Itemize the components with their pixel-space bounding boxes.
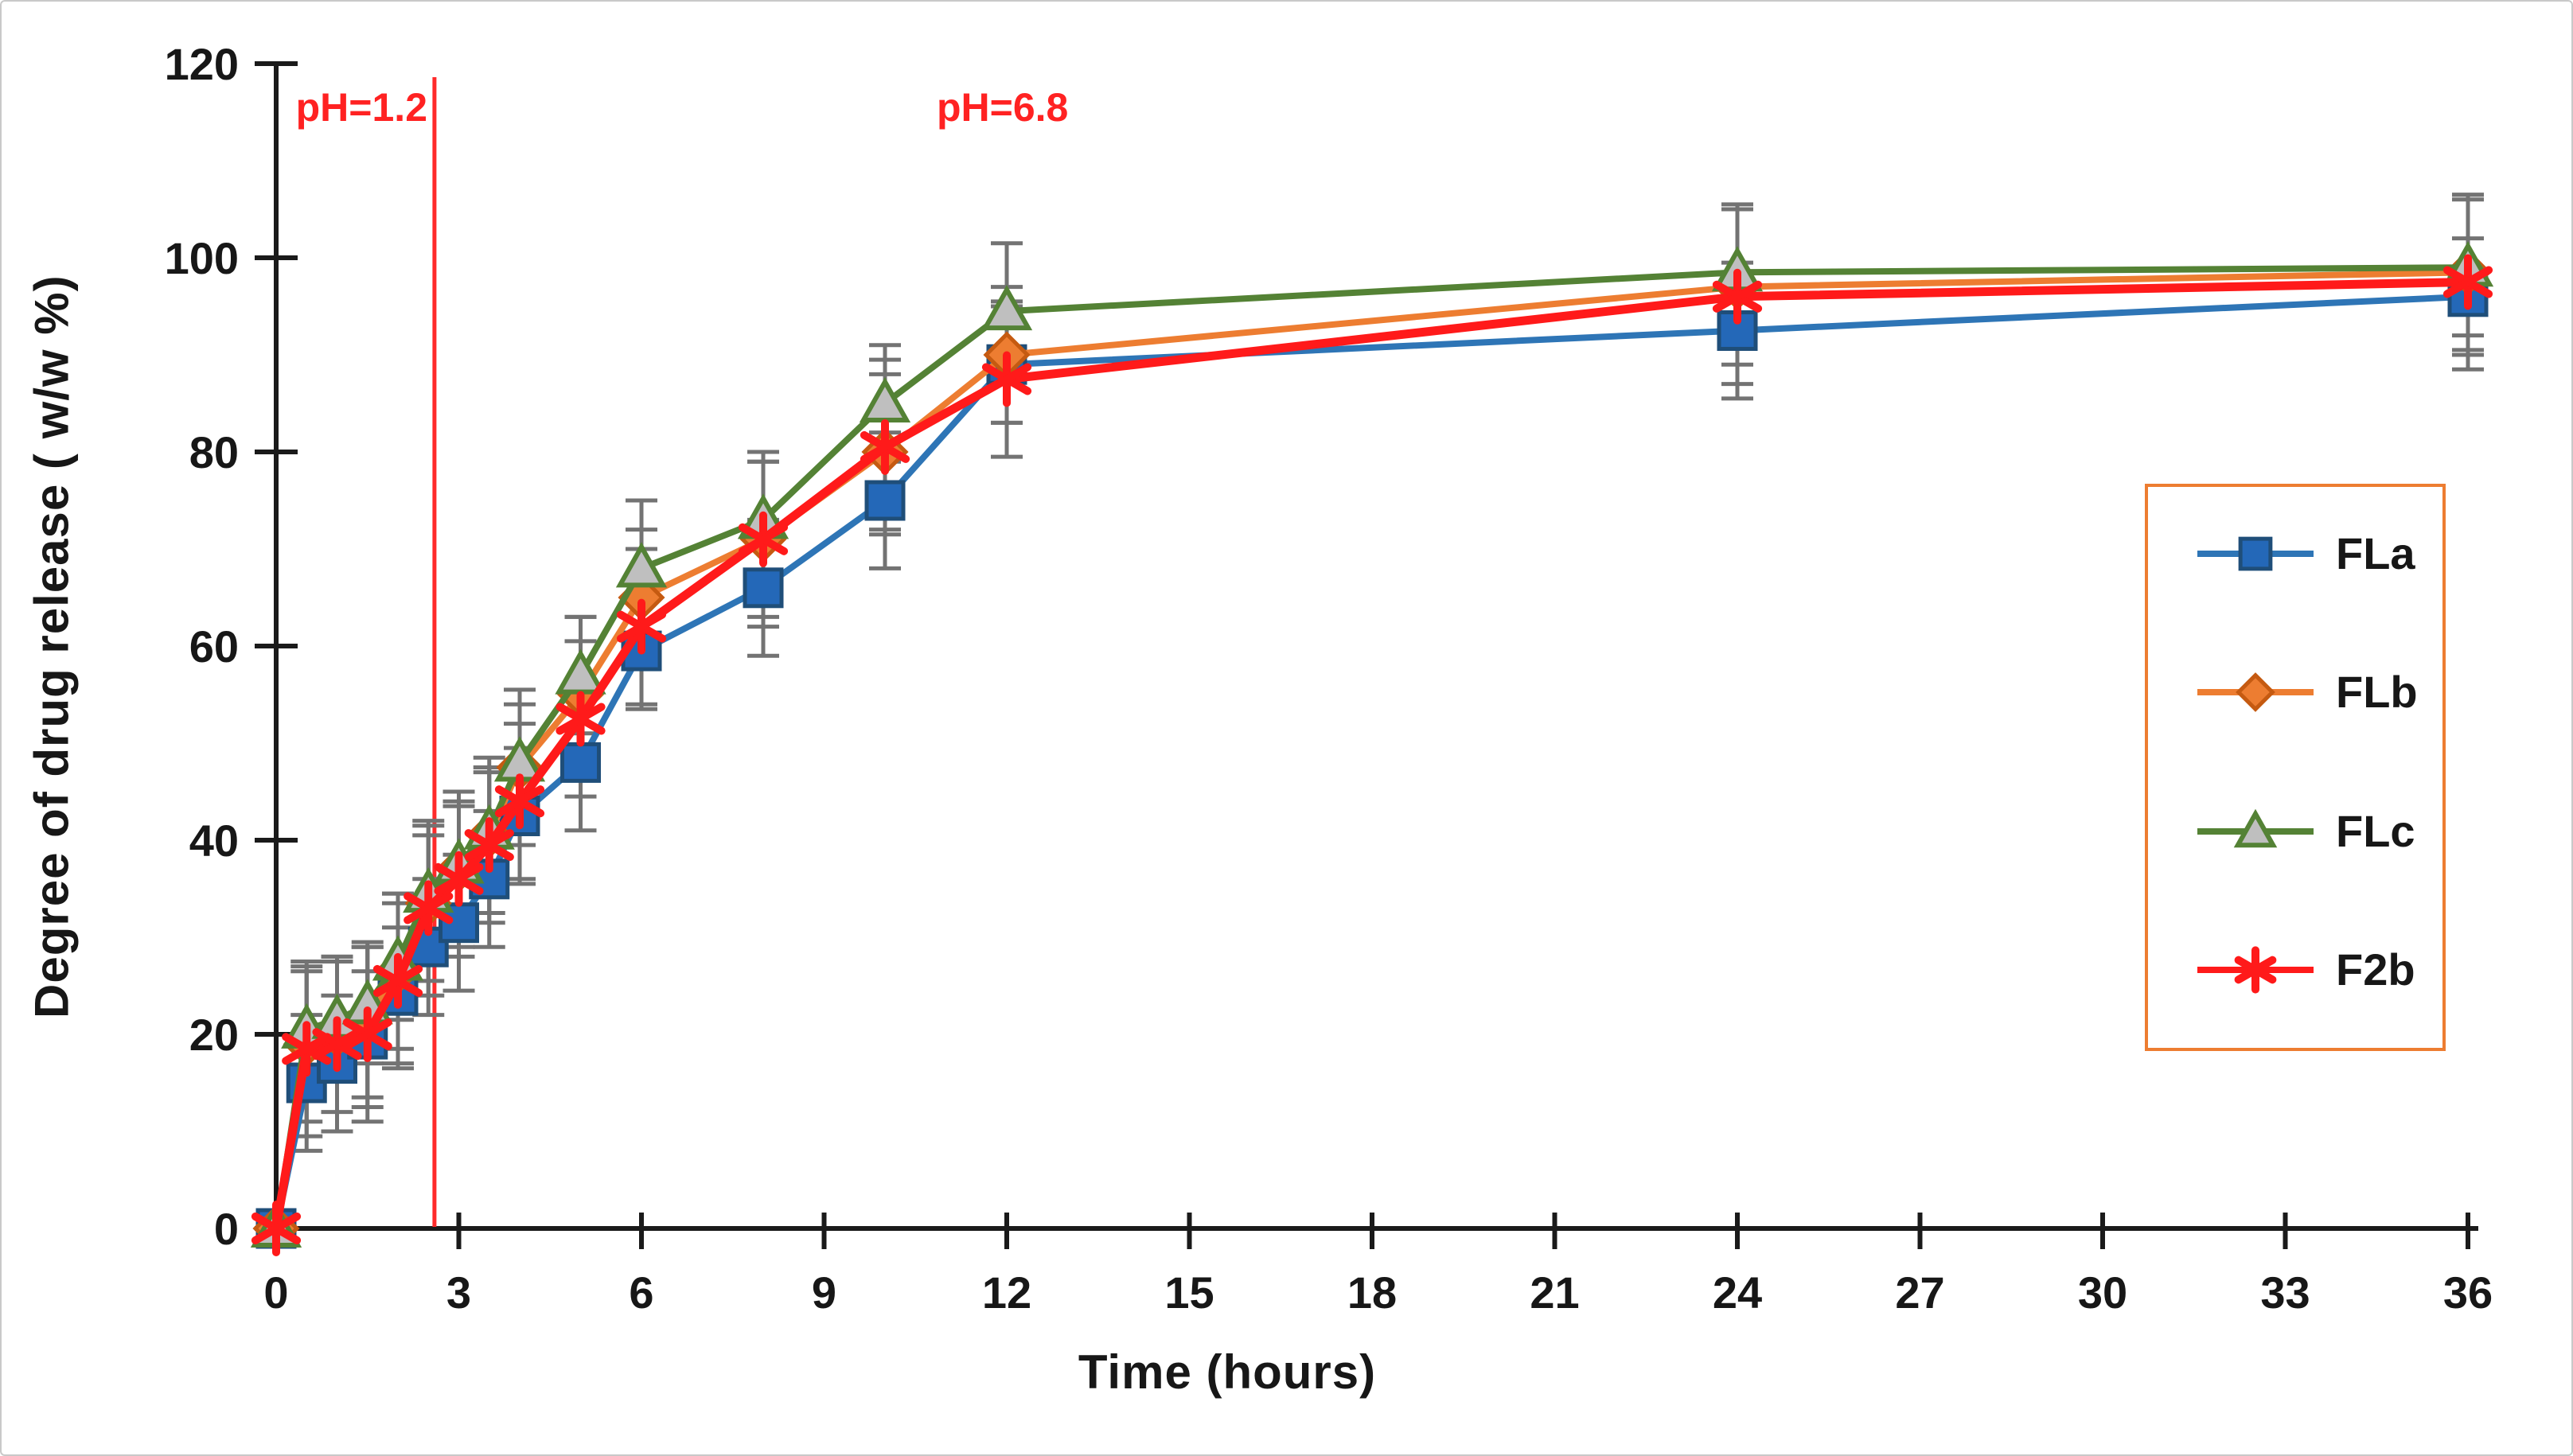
- marker-asterisk: [860, 430, 910, 463]
- marker-asterisk: [2234, 956, 2277, 984]
- marker-asterisk: [1712, 280, 1763, 313]
- series-line-FLb: [273, 269, 2469, 1229]
- marker-asterisk: [494, 785, 545, 818]
- legend-item-FLa: FLa: [2148, 528, 2442, 579]
- x-tick-label: 27: [1895, 1267, 1944, 1318]
- legend-item-F2b: F2b: [2148, 944, 2442, 995]
- marker-asterisk: [464, 829, 514, 862]
- legend-item-FLc: FLc: [2148, 806, 2442, 857]
- marker-asterisk: [372, 964, 423, 997]
- x-tick-label: 0: [263, 1267, 288, 1318]
- marker-triangle: [615, 542, 668, 588]
- y-tick-label: 60: [189, 621, 239, 672]
- legend-swatch-triangle-icon: [2197, 808, 2314, 847]
- x-tick-label: 9: [812, 1267, 836, 1318]
- y-axis-title: Degree of drug release ( w/w %): [25, 274, 79, 1018]
- y-tick-label: 120: [165, 39, 239, 89]
- legend-label-FLb: FLb: [2336, 667, 2418, 718]
- y-tick-label: 100: [165, 233, 239, 283]
- marker-square: [864, 480, 906, 521]
- marker-asterisk: [738, 523, 789, 555]
- marker-asterisk: [342, 1018, 392, 1050]
- series-line-FLc: [273, 264, 2469, 1229]
- marker-square: [2238, 536, 2273, 571]
- marker-asterisk: [282, 1033, 332, 1065]
- y-tick-label: 80: [189, 427, 239, 477]
- series-line-F2b: [271, 278, 2469, 1229]
- x-tick-label: 33: [2260, 1267, 2310, 1318]
- marker-diamond: [2236, 672, 2275, 713]
- legend-swatch-diamond-icon: [2197, 672, 2314, 713]
- marker-square: [743, 567, 784, 609]
- marker-asterisk: [556, 703, 606, 735]
- y-tick-label: 20: [189, 1010, 239, 1060]
- x-tick-label: 18: [1347, 1267, 1397, 1318]
- x-tick-label: 24: [1713, 1267, 1762, 1318]
- marker-asterisk: [312, 1028, 362, 1061]
- legend-swatch-square-icon: [2197, 536, 2314, 571]
- series-line-FLa: [273, 293, 2469, 1229]
- marker-square: [560, 742, 601, 783]
- y-tick-label: 40: [189, 816, 239, 866]
- marker-asterisk: [434, 862, 484, 895]
- x-tick-label: 12: [982, 1267, 1031, 1318]
- marker-asterisk: [403, 892, 454, 925]
- marker-triangle: [859, 376, 911, 422]
- legend-label-F2b: F2b: [2336, 944, 2415, 995]
- marker-asterisk: [616, 610, 667, 643]
- legend-item-FLb: FLb: [2148, 667, 2442, 718]
- x-tick-label: 15: [1164, 1267, 1214, 1318]
- marker-asterisk: [251, 1213, 302, 1244]
- marker-triangle: [980, 284, 1033, 331]
- legend-label-FLa: FLa: [2336, 528, 2415, 578]
- x-tick-label: 21: [1530, 1267, 1579, 1318]
- legend-swatch-asterisk-icon: [2197, 946, 2314, 994]
- annotation-ph-1-2: pH=1.2: [295, 85, 427, 130]
- x-tick-label: 6: [629, 1267, 653, 1318]
- x-tick-label: 36: [2443, 1267, 2493, 1318]
- x-tick-label: 3: [446, 1267, 471, 1318]
- x-tick-label: 30: [2078, 1267, 2127, 1318]
- y-tick-label: 0: [214, 1204, 239, 1254]
- legend-label-FLc: FLc: [2336, 805, 2415, 856]
- annotation-ph-6-8: pH=6.8: [937, 85, 1069, 130]
- legend: FLa FLb FLc F2b: [2145, 484, 2446, 1051]
- marker-triangle: [2233, 808, 2278, 847]
- marker-asterisk: [981, 363, 1032, 395]
- x-axis-title: Time (hours): [1078, 1345, 1377, 1399]
- marker-asterisk: [2442, 266, 2493, 298]
